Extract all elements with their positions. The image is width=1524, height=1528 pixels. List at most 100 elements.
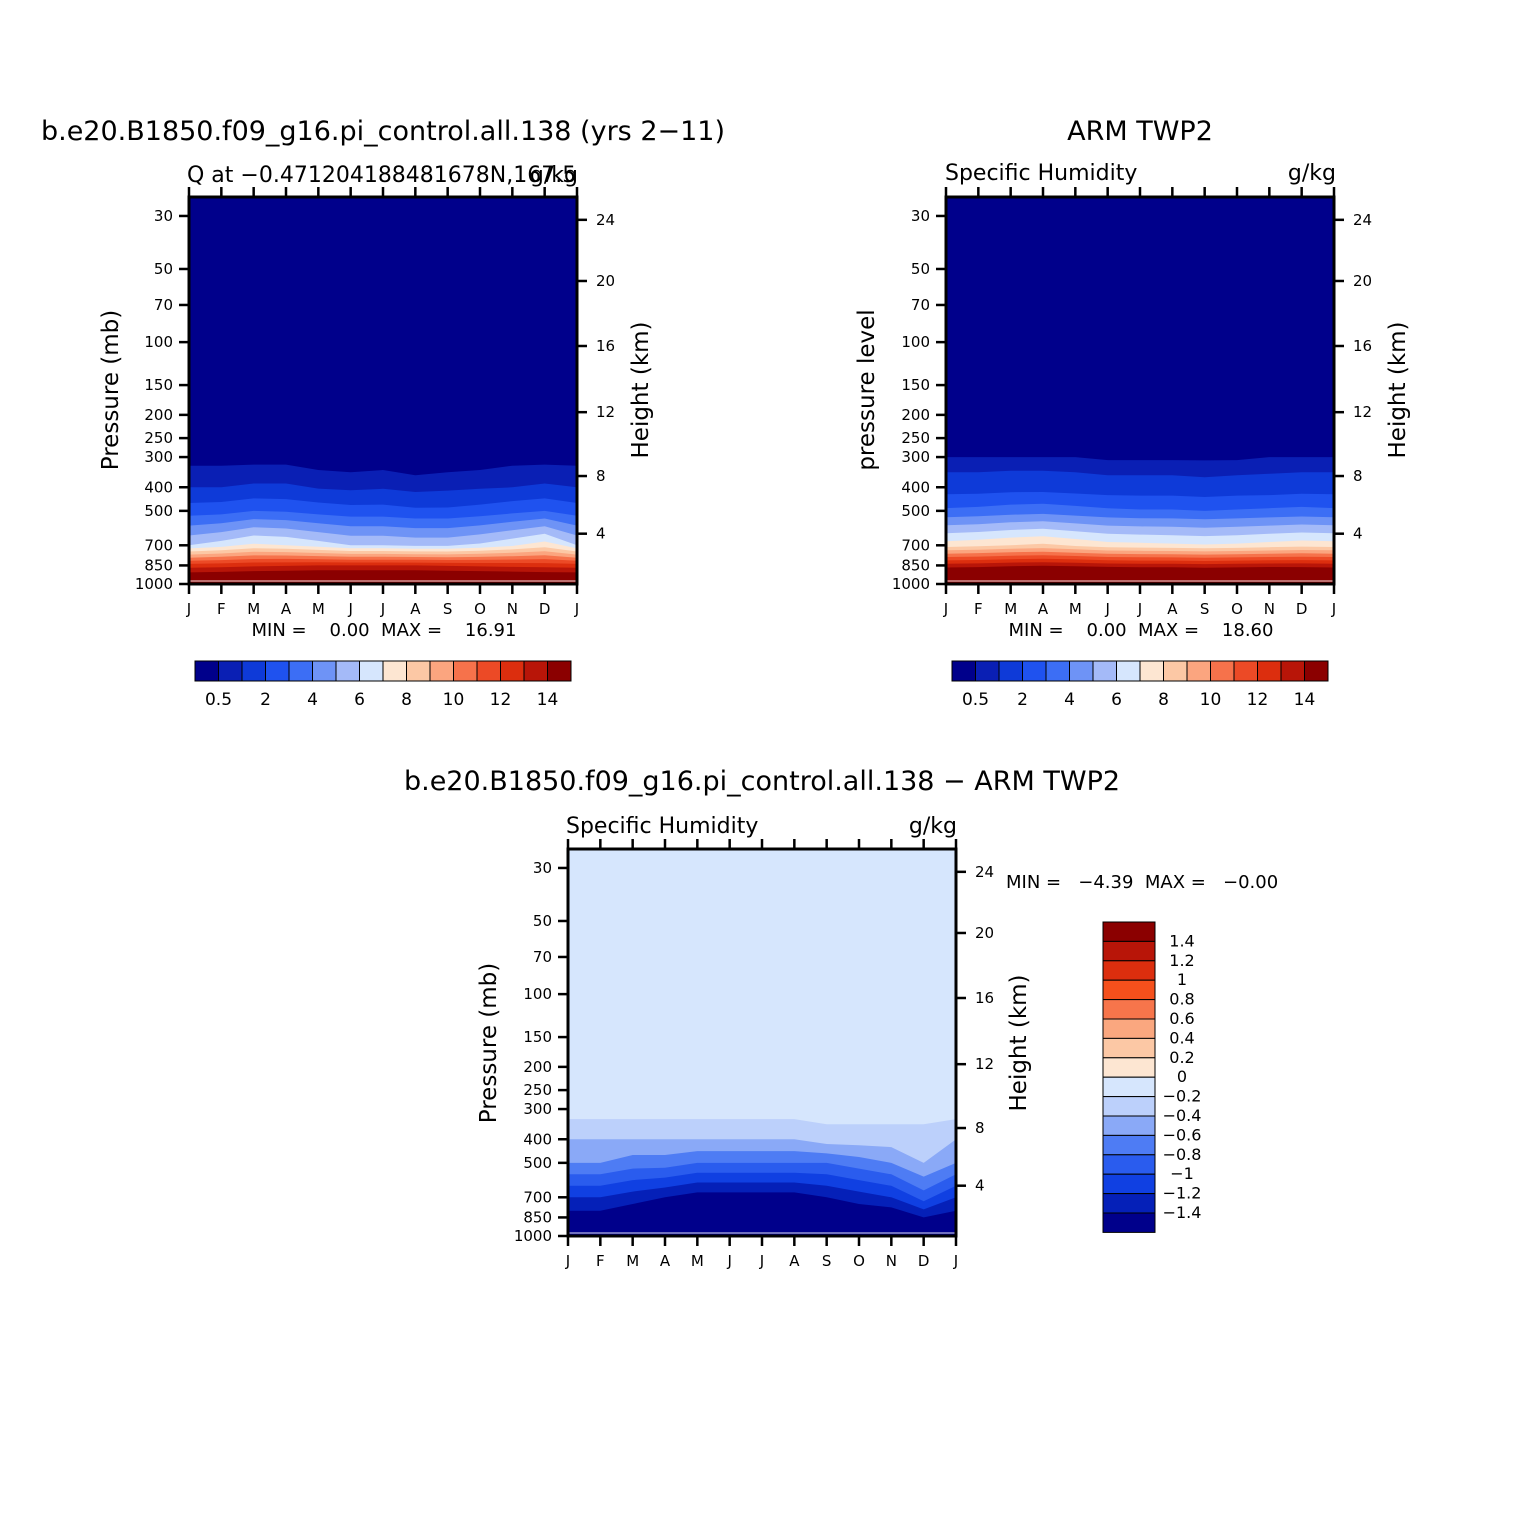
colorbar-label: 10 xyxy=(1200,690,1222,710)
x-tick-label: M xyxy=(312,600,325,618)
y-tick-label: 1000 xyxy=(514,1227,552,1245)
x-tick-label: J xyxy=(1104,600,1109,618)
x-tick-label: J xyxy=(1137,600,1142,618)
panel-diff-title: b.e20.B1850.f09_g16.pi_control.all.138 −… xyxy=(404,766,1120,797)
colorbar-label: 14 xyxy=(1294,690,1316,710)
colorbar-label: 6 xyxy=(1111,690,1122,710)
x-tick-label: M xyxy=(247,600,260,618)
y-tick-label: 400 xyxy=(144,478,173,496)
colorbar-box xyxy=(998,660,1023,682)
y-tick-label: 30 xyxy=(533,859,552,877)
y-tick-label: 300 xyxy=(144,448,173,466)
y-tick-label: 500 xyxy=(523,1154,552,1172)
x-tick-label: D xyxy=(1296,600,1308,618)
colorbar-box xyxy=(335,660,360,682)
colorbar-box xyxy=(975,660,1000,682)
colorbar-label: 2 xyxy=(260,690,271,710)
x-tick-label: A xyxy=(660,1252,671,1270)
x-tick-label: S xyxy=(822,1252,832,1270)
colorbar-box xyxy=(1102,1115,1156,1136)
y-tick-label: 700 xyxy=(523,1188,552,1206)
panel-model-units: g/kg xyxy=(530,163,578,188)
y-tick-label: 500 xyxy=(144,502,173,520)
colorbar-box xyxy=(1102,1037,1156,1059)
y-tick-label: 70 xyxy=(911,296,930,314)
x-tick-label: M xyxy=(626,1252,639,1270)
panel-diff-ylabel-right: Height (km) xyxy=(1006,974,1032,1111)
colorbar-box xyxy=(265,660,290,682)
colorbar-box xyxy=(1092,660,1117,682)
panel-model-stats: MIN = 0.00 MAX = 16.91 xyxy=(252,620,517,641)
y-tick-label: 400 xyxy=(901,478,930,496)
y-tick-label: 500 xyxy=(901,502,930,520)
colorbar-box xyxy=(1102,1096,1156,1117)
colorbar-box xyxy=(1163,660,1188,682)
y-right-tick-label: 12 xyxy=(596,403,615,421)
colorbar-label: 0 xyxy=(1177,1067,1187,1086)
y-right-tick-label: 4 xyxy=(1353,525,1363,543)
colorbar-box xyxy=(406,660,431,682)
y-tick-label: 250 xyxy=(523,1081,552,1099)
y-tick-label: 100 xyxy=(144,333,173,351)
panel-obs-stats: MIN = 0.00 MAX = 18.60 xyxy=(1009,620,1274,641)
x-tick-label: F xyxy=(217,600,226,618)
colorbar-label: 4 xyxy=(307,690,318,710)
panel-obs-ylabel: pressure level xyxy=(854,309,880,470)
x-tick-label: J xyxy=(726,1252,731,1270)
colorbar-label: −1.4 xyxy=(1163,1203,1202,1222)
x-tick-label: O xyxy=(474,600,486,618)
panel-diff-units: g/kg xyxy=(909,814,957,839)
x-tick-label: J xyxy=(565,1252,570,1270)
y-right-tick-label: 8 xyxy=(1353,467,1363,485)
colorbar-box xyxy=(1102,1018,1156,1039)
panel-diff-field xyxy=(568,849,956,1236)
colorbar-box xyxy=(500,660,525,682)
colorbar-label: −1 xyxy=(1170,1164,1194,1183)
panel-obs-ylabel-right: Height (km) xyxy=(1385,321,1411,458)
colorbar-box xyxy=(429,660,454,682)
y-tick-label: 300 xyxy=(523,1100,552,1118)
y-right-tick-label: 16 xyxy=(975,989,994,1007)
x-tick-label: M xyxy=(1069,600,1082,618)
colorbar-box xyxy=(1139,660,1164,682)
colorbar-box xyxy=(1210,660,1235,682)
y-right-tick-label: 20 xyxy=(1353,272,1372,290)
colorbar-label: 14 xyxy=(537,690,559,710)
colorbar-label: 2 xyxy=(1017,690,1028,710)
panel-model: b.e20.B1850.f09_g16.pi_control.all.138 (… xyxy=(41,116,725,710)
y-tick-label: 30 xyxy=(154,207,173,225)
colorbar-box xyxy=(1102,1212,1156,1233)
y-right-tick-label: 4 xyxy=(596,525,606,543)
colorbar-box xyxy=(1045,660,1070,682)
y-tick-label: 200 xyxy=(523,1058,552,1076)
panel-model-colorbar: 0.5 2 4 6 8 10 12 14 xyxy=(194,660,572,710)
y-tick-label: 50 xyxy=(911,260,930,278)
colorbar-label: −0.6 xyxy=(1163,1125,1202,1144)
panel-obs-title: ARM TWP2 xyxy=(1067,116,1213,147)
panel-model-title: b.e20.B1850.f09_g16.pi_control.all.138 (… xyxy=(41,116,725,147)
colorbar-box xyxy=(453,660,478,682)
colorbar-box xyxy=(1280,660,1305,682)
colorbar-label: 0.2 xyxy=(1169,1048,1194,1067)
x-tick-label: J xyxy=(347,600,352,618)
x-tick-label: D xyxy=(918,1252,930,1270)
colorbar-label: 10 xyxy=(443,690,465,710)
colorbar-box xyxy=(1102,979,1156,1001)
colorbar-box xyxy=(1304,660,1329,682)
x-tick-label: J xyxy=(943,600,948,618)
x-tick-label: D xyxy=(539,600,551,618)
panel-obs-left-label: Specific Humidity xyxy=(945,161,1137,186)
colorbar-label: 0.4 xyxy=(1169,1028,1194,1047)
y-tick-label: 700 xyxy=(901,536,930,554)
x-tick-label: O xyxy=(1231,600,1243,618)
y-right-tick-label: 20 xyxy=(975,924,994,942)
y-tick-label: 250 xyxy=(901,429,930,447)
x-tick-label: N xyxy=(1264,600,1275,618)
y-tick-label: 850 xyxy=(144,556,173,574)
y-tick-label: 50 xyxy=(533,912,552,930)
colorbar-box xyxy=(1186,660,1211,682)
y-tick-label: 100 xyxy=(901,333,930,351)
colorbar-label: 12 xyxy=(490,690,512,710)
colorbar-box xyxy=(523,660,548,682)
